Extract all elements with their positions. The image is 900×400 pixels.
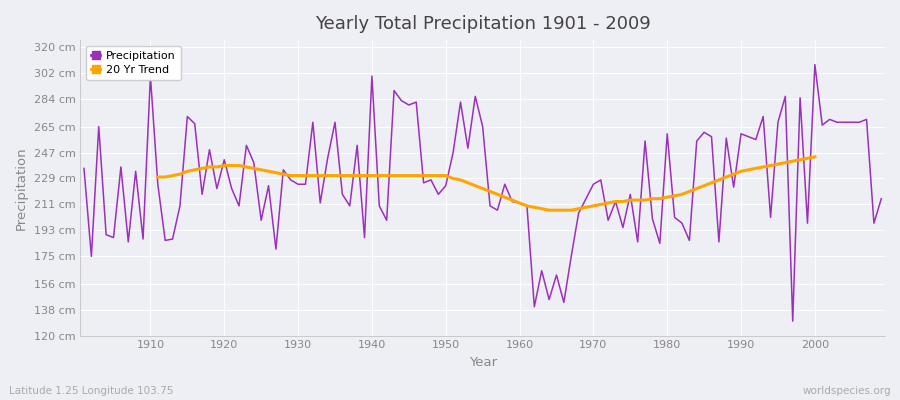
- X-axis label: Year: Year: [469, 356, 497, 369]
- Text: worldspecies.org: worldspecies.org: [803, 386, 891, 396]
- Legend: Precipitation, 20 Yr Trend: Precipitation, 20 Yr Trend: [86, 46, 181, 80]
- Title: Yearly Total Precipitation 1901 - 2009: Yearly Total Precipitation 1901 - 2009: [315, 15, 651, 33]
- Text: Latitude 1.25 Longitude 103.75: Latitude 1.25 Longitude 103.75: [9, 386, 174, 396]
- Y-axis label: Precipitation: Precipitation: [15, 146, 28, 230]
